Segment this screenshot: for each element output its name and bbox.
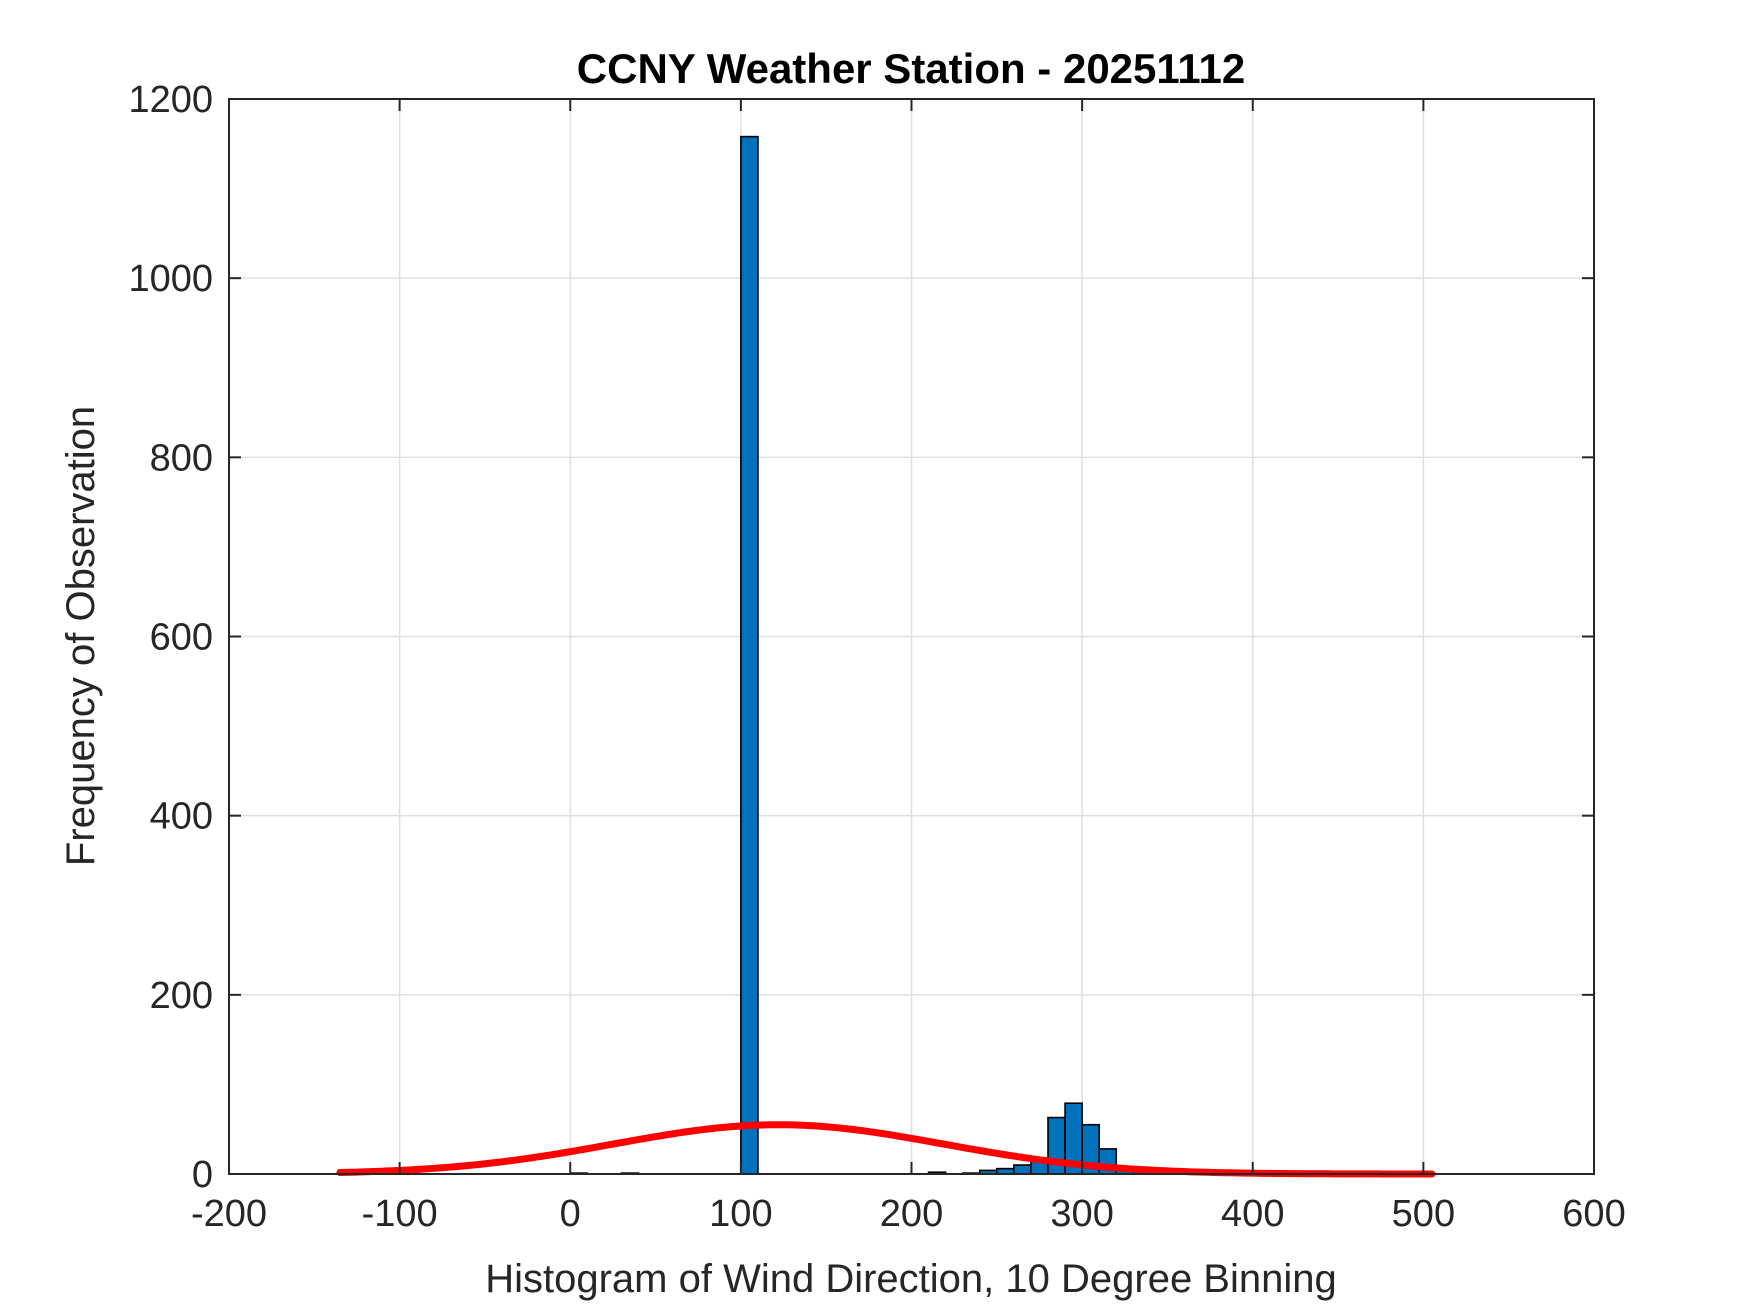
y-tick-label: 400 [150, 796, 213, 838]
y-tick-labels: 0 200 400 600 800 1000 1200 [128, 79, 213, 1196]
x-tick-label: 400 [1221, 1193, 1284, 1235]
y-tick-label: 200 [150, 975, 213, 1017]
y-tick-label: 600 [150, 617, 213, 659]
x-tick-label: 200 [880, 1193, 943, 1235]
x-tick-label: 300 [1050, 1193, 1113, 1235]
y-tick-label: 0 [192, 1154, 213, 1196]
y-tick-label: 1000 [128, 258, 213, 300]
y-tick-label: 1200 [128, 79, 213, 121]
x-tick-label: 500 [1392, 1193, 1455, 1235]
x-tick-label: 0 [560, 1193, 581, 1235]
x-tick-label: 600 [1562, 1193, 1625, 1235]
x-tick-label: -200 [191, 1193, 267, 1235]
y-axis-label: Frequency of Observation [59, 406, 103, 866]
x-tick-label: -100 [362, 1193, 438, 1235]
histogram-bar [1013, 1164, 1032, 1175]
tick-marks [228, 98, 1595, 1175]
y-tick-label: 800 [150, 437, 213, 479]
x-tick-label: 100 [709, 1193, 772, 1235]
grid-lines [229, 99, 1594, 1174]
x-axis-label: Histogram of Wind Direction, 10 Degree B… [485, 1257, 1337, 1301]
histogram-bar [740, 135, 759, 1175]
chart-title: CCNY Weather Station - 20251112 [577, 45, 1245, 92]
x-tick-labels: -200 -100 0 100 200 300 400 500 600 [191, 1193, 1626, 1235]
